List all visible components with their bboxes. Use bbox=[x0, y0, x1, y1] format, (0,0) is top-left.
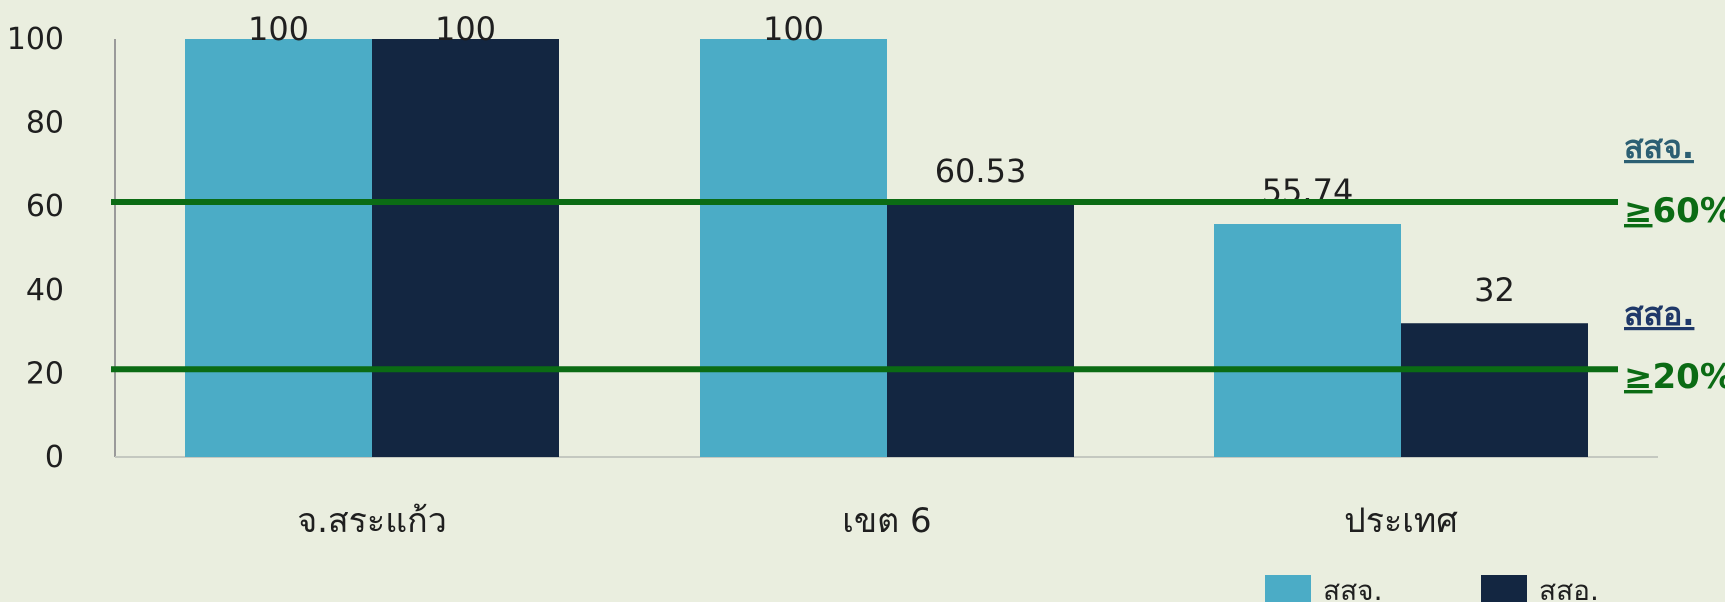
data-label: 100 bbox=[435, 10, 496, 48]
x-category-label: ประเทศ bbox=[1344, 501, 1458, 541]
bar-sasao-1 bbox=[887, 203, 1074, 457]
legend-label: สสอ. bbox=[1539, 574, 1599, 602]
bar-sasaj-2 bbox=[1214, 224, 1401, 457]
bar-sasaj-1 bbox=[700, 39, 887, 457]
data-label: 100 bbox=[763, 10, 824, 48]
reference-line-value: ≥60% bbox=[1624, 191, 1725, 231]
data-label: 32 bbox=[1474, 271, 1515, 309]
y-tick-label: 100 bbox=[7, 22, 64, 57]
x-category-label: จ.สระแก้ว bbox=[297, 501, 447, 541]
y-tick-label: 60 bbox=[26, 189, 64, 224]
bar-sasao-0 bbox=[372, 39, 559, 457]
x-category-label: เขต 6 bbox=[842, 501, 931, 541]
reference-line-name: สสอ. bbox=[1624, 295, 1694, 333]
legend-label: สสจ. bbox=[1323, 574, 1383, 602]
bar-sasaj-0 bbox=[185, 39, 372, 457]
reference-line-value: ≥20% bbox=[1624, 357, 1725, 397]
y-tick-label: 80 bbox=[26, 106, 64, 141]
y-tick-label: 40 bbox=[26, 273, 64, 308]
y-tick-label: 0 bbox=[45, 440, 64, 475]
bar-sasao-2 bbox=[1401, 323, 1588, 457]
reference-line-name: สสจ. bbox=[1624, 128, 1694, 166]
y-tick-label: 20 bbox=[26, 356, 64, 391]
legend-swatch bbox=[1265, 575, 1311, 602]
data-label: 60.53 bbox=[935, 152, 1027, 190]
data-label: 100 bbox=[248, 10, 309, 48]
legend-swatch bbox=[1481, 575, 1527, 602]
